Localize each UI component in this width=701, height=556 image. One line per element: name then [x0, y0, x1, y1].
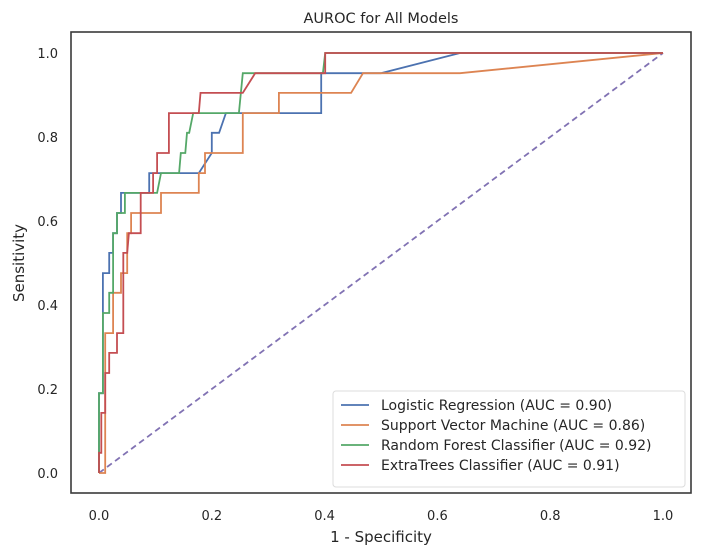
legend-label: ExtraTrees Classifier (AUC = 0.91) — [381, 458, 620, 474]
legend-label: Random Forest Classifier (AUC = 0.92) — [381, 438, 652, 454]
x-tick-label: 1.0 — [653, 509, 674, 524]
y-tick-label: 0.6 — [37, 215, 58, 230]
y-tick-label: 0.4 — [37, 299, 58, 314]
x-tick-label: 0.6 — [427, 509, 448, 524]
y-tick-label: 0.2 — [37, 383, 58, 398]
plot-area — [98, 52, 664, 474]
y-tick-label: 0.0 — [37, 467, 58, 482]
y-tick-label: 1.0 — [37, 47, 58, 62]
y-axis-label: Sensitivity — [10, 224, 28, 302]
legend: Logistic Regression (AUC = 0.90) Support… — [332, 390, 686, 488]
y-tick-label: 0.8 — [37, 131, 58, 146]
reference-diagonal-line — [98, 52, 664, 474]
x-axis-label: 1 - Specificity — [330, 528, 432, 546]
roc-curve-series-4 — [98, 52, 663, 473]
x-tick-labels: 0.0 0.2 0.4 0.6 0.8 1.0 — [89, 509, 674, 524]
chart-title: AUROC for All Models — [304, 11, 459, 27]
x-tick-label: 0.2 — [201, 509, 222, 524]
legend-label: Logistic Regression (AUC = 0.90) — [381, 398, 612, 414]
legend-box — [332, 390, 686, 488]
plot-frame — [70, 31, 692, 494]
legend-label: Support Vector Machine (AUC = 0.86) — [381, 418, 645, 434]
x-tick-label: 0.8 — [540, 509, 561, 524]
y-tick-labels: 0.0 0.2 0.4 0.6 0.8 1.0 — [37, 47, 58, 482]
x-tick-label: 0.0 — [89, 509, 110, 524]
x-tick-label: 0.4 — [314, 509, 335, 524]
